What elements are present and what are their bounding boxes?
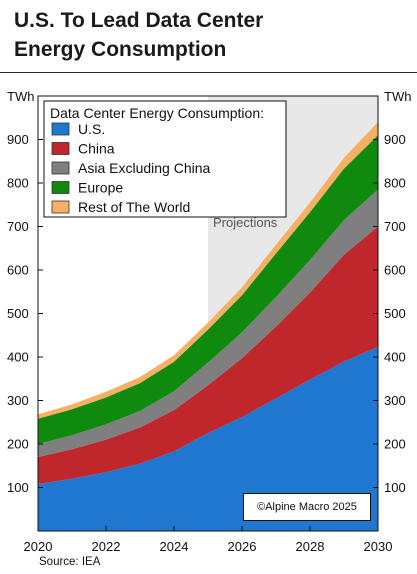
legend-label-rest-of-the-world: Rest of The World <box>78 199 190 215</box>
legend-label-asia-excluding-china: Asia Excluding China <box>78 160 211 176</box>
source-note: Source: IEA <box>39 556 101 568</box>
title-divider <box>0 72 417 73</box>
x-tick-label: 2022 <box>92 539 121 554</box>
area-series-china <box>38 226 378 485</box>
chart-title-line-2: Energy Consumption <box>14 38 227 61</box>
y-tick-label-left: 400 <box>7 350 29 365</box>
x-tick-label: 2024 <box>160 539 189 554</box>
y-tick-label-left: 900 <box>7 132 29 147</box>
y-tick-label-left: 100 <box>7 480 29 495</box>
y-unit-left: TWh <box>7 89 34 104</box>
x-tick-label: 2026 <box>228 539 257 554</box>
legend-swatch-europe <box>51 181 70 194</box>
x-tick-label: 2028 <box>296 539 325 554</box>
legend-box <box>43 100 287 218</box>
legend-swatch-asia-excluding-china <box>51 161 70 175</box>
legend-label-china: China <box>78 141 115 157</box>
y-tick-label-right: 900 <box>384 132 406 147</box>
legend-swatch-china <box>51 142 70 155</box>
y-tick-label-left: 500 <box>7 306 29 321</box>
chart-title-line-1: U.S. To Lead Data Center <box>14 9 264 32</box>
y-tick-label-left: 800 <box>7 176 29 191</box>
y-tick-label-right: 500 <box>384 306 406 321</box>
y-tick-label-right: 700 <box>384 219 406 234</box>
y-tick-label-right: 600 <box>384 263 406 278</box>
area-series-europe <box>38 135 378 444</box>
y-tick-label-right: 200 <box>384 437 406 452</box>
area-series-u-s- <box>38 346 378 531</box>
legend-swatch-rest-of-the-world <box>51 200 70 214</box>
legend-label-u-s-: U.S. <box>78 121 105 137</box>
y-tick-label-left: 700 <box>7 219 29 234</box>
y-tick-label-right: 800 <box>384 176 406 191</box>
x-tick-label: 2020 <box>24 539 53 554</box>
y-tick-label-right: 300 <box>384 393 406 408</box>
y-tick-label-left: 300 <box>7 393 29 408</box>
y-tick-label-right: 400 <box>384 350 406 365</box>
copyright-box: ©Alpine Macro 2025 <box>243 493 371 521</box>
y-tick-label-left: 200 <box>7 437 29 452</box>
x-tick-label: 2030 <box>364 539 393 554</box>
legend-label-europe: Europe <box>78 180 123 196</box>
y-tick-label-right: 100 <box>384 480 406 495</box>
y-tick-label-left: 600 <box>7 263 29 278</box>
legend-title: Data Center Energy Consumption: <box>50 105 264 121</box>
legend: Data Center Energy Consumption:U.S. China… <box>43 100 287 218</box>
y-unit-right: TWh <box>384 89 411 104</box>
projections-label: Projections <box>213 215 278 230</box>
chart-title: U.S. To Lead Data Center Energy Consumpt… <box>14 6 404 64</box>
legend-swatch-u-s- <box>51 122 70 136</box>
